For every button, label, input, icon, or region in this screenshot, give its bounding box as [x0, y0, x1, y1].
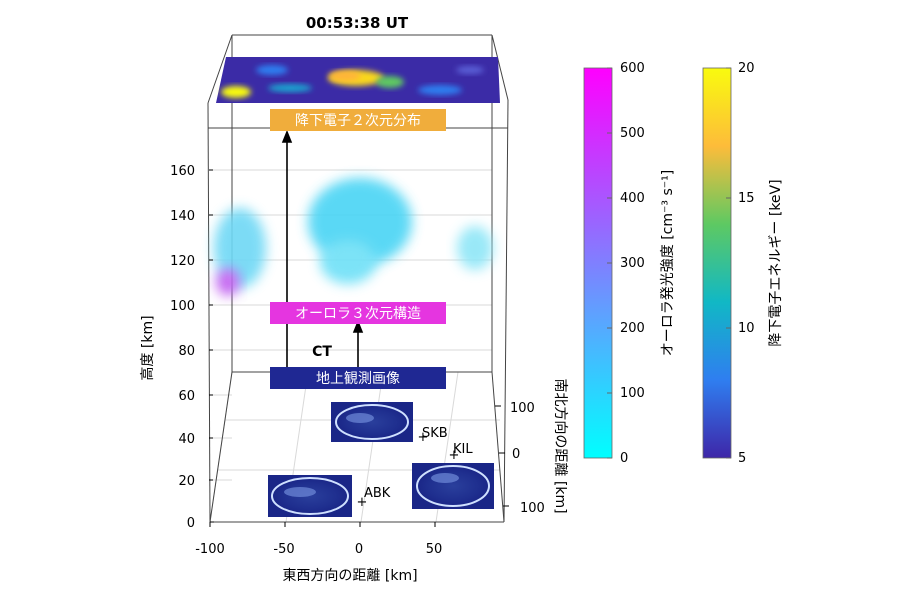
colorbar-energy-label: 降下電子エネルギー [keV]: [768, 179, 784, 346]
altitude-tick: 40: [178, 432, 195, 447]
colorbar-energy-tick: 5: [738, 451, 746, 466]
svg-text:+: +: [357, 495, 368, 510]
ns-tick: 100: [510, 401, 535, 416]
colorbar-energy-tick: 20: [738, 61, 755, 76]
colorbar-intensity-tick: 200: [620, 321, 645, 336]
altitude-tick: 60: [178, 389, 195, 404]
ns-tick: 100: [520, 501, 545, 516]
electron-distribution-map: [216, 57, 500, 103]
altitude-tick: 80: [178, 344, 195, 359]
colorbar-intensity-tick: 600: [620, 61, 645, 76]
station-kil-label: KIL: [453, 442, 473, 457]
title: 00:53:38 UT: [306, 14, 409, 32]
station-abk-label: ABK: [364, 486, 391, 501]
ns-axis: 100 0 100: [510, 401, 545, 516]
altitude-tick: 20: [178, 474, 195, 489]
station-skb: + SKB: [418, 426, 448, 445]
station-kil: + KIL: [449, 442, 474, 463]
colorbar-intensity-tick: 500: [620, 126, 645, 141]
colorbar-intensity-tick: 400: [620, 191, 645, 206]
ew-tick: -50: [273, 542, 294, 557]
ew-axis: -100 -50 0 50: [195, 542, 442, 557]
allsky-image-kil: [412, 463, 494, 509]
label-bottom: 地上観測画像: [316, 370, 400, 387]
ew-tick: 50: [426, 542, 443, 557]
colorbar-intensity-tick: 100: [620, 386, 645, 401]
svg-text:+: +: [418, 430, 429, 445]
allsky-image-abk: [268, 475, 352, 517]
colorbar-energy-tick: 10: [738, 321, 755, 336]
altitude-tick: 100: [170, 299, 195, 314]
colorbar-energy: 5 10 15 20 降下電子エネルギー [keV]: [702, 61, 784, 466]
label-middle: オーロラ３次元構造: [295, 306, 421, 322]
altitude-tick: 140: [170, 209, 195, 224]
ns-tick: 0: [512, 447, 520, 462]
colorbar-energy-tick: 15: [738, 191, 755, 206]
label-bottom-box: 地上観測画像: [270, 367, 446, 389]
flow-arrows: [281, 129, 364, 368]
altitude-axis: 0 20 40 60 80 100 120 140 160: [170, 164, 195, 531]
altitude-axis-label: 高度 [km]: [139, 315, 156, 380]
aurora-3d-structure: [214, 178, 493, 296]
station-skb-label: SKB: [422, 426, 448, 441]
allsky-image-skb: [331, 402, 413, 442]
altitude-tick: 160: [170, 164, 195, 179]
colorbar-intensity-tick: 0: [620, 451, 628, 466]
colorbar-intensity-label: オーロラ発光強度 [cm⁻³ s⁻¹]: [660, 170, 676, 356]
altitude-tick: 120: [170, 254, 195, 269]
ew-axis-label: 東西方向の距離 [km]: [282, 567, 417, 584]
svg-text:+: +: [449, 448, 460, 463]
ew-tick: -100: [195, 542, 225, 557]
label-top: 降下電子２次元分布: [295, 113, 421, 129]
label-middle-box: オーロラ３次元構造: [270, 302, 446, 324]
ew-tick: 0: [355, 542, 363, 557]
label-ct: CT: [312, 344, 332, 360]
colorbar-intensity: 0 100 200 300 400 500 600 オーロラ発光強度 [cm⁻³…: [583, 61, 676, 466]
colorbar-intensity-tick: 300: [620, 256, 645, 271]
label-top-box: 降下電子２次元分布: [270, 109, 446, 131]
altitude-tick: 0: [187, 516, 195, 531]
station-abk: + ABK: [357, 486, 391, 510]
ns-axis-label: 南北方向の距離 [km]: [552, 378, 569, 513]
